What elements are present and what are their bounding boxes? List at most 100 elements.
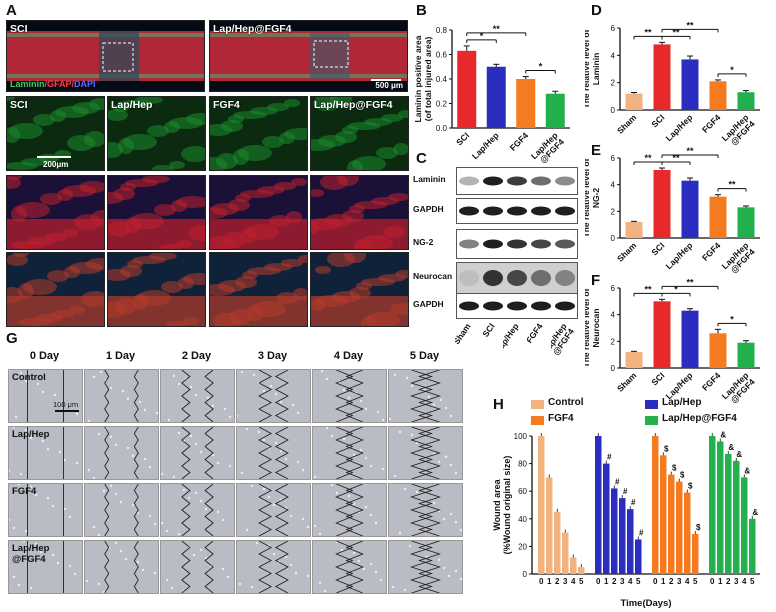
y-axis-label-line: Laminin (591, 53, 601, 86)
category-label-line: SCI (649, 370, 666, 387)
cell-dot (437, 460, 441, 464)
texture-blob (311, 189, 324, 197)
x-tick-label: 5 (579, 577, 584, 586)
scratch-image-r3-c2 (84, 483, 159, 537)
cell-dot (114, 541, 118, 545)
bar (653, 44, 671, 110)
bar (741, 477, 748, 574)
cell-dot (177, 532, 181, 536)
category-label: FGF4 (700, 112, 723, 135)
scratch-image-r2-c5 (312, 426, 387, 480)
lane-label-4: FGF4 (524, 320, 567, 360)
category-label: FGF4 (700, 240, 723, 263)
category-label: FGF4 (700, 370, 723, 393)
wound-edge (410, 427, 433, 479)
sig-mark: $ (680, 471, 685, 480)
cell-dot (17, 484, 21, 486)
blot-band (459, 301, 479, 311)
cell-dot (34, 542, 38, 546)
cell-dot (347, 494, 351, 498)
zoom-image-r3-c2 (107, 252, 206, 327)
scratch-svg (85, 541, 157, 593)
x-tick-label: 1 (547, 577, 552, 586)
cell-dot (296, 460, 300, 464)
cell-dot (109, 386, 113, 390)
cell-dot (126, 397, 130, 401)
panel-label-h: H (493, 396, 504, 413)
legend-label-4: Lap/Hep@FGF4 (662, 413, 737, 424)
sig-mark: & (744, 466, 750, 475)
x-tick-label: 4 (628, 577, 633, 586)
zoom-texture (7, 253, 104, 326)
cell-dot (29, 485, 33, 489)
scratch-svg (391, 541, 462, 593)
scratch-image-r2-c3 (160, 426, 235, 480)
row-label-line: Lap/Hep (12, 429, 50, 440)
row-label-4: Lap/Hep @FGF4 (12, 543, 49, 565)
cell-dot (114, 492, 118, 496)
bar (733, 460, 740, 574)
blot-band (483, 301, 503, 311)
category-label-line: Lap/Hep (664, 112, 695, 143)
zoom-image-r2-c1 (6, 175, 105, 250)
sig-mark: $ (696, 523, 701, 532)
lane-svg: Sham (451, 321, 473, 346)
texture-blob (267, 103, 289, 111)
category-label-line: FGF4 (700, 370, 723, 393)
y-axis-label-line: (of total injured area) (423, 37, 433, 122)
cell-dot (58, 450, 62, 454)
texture-blob (221, 120, 243, 132)
blot-svg (457, 263, 577, 293)
texture-band (108, 296, 205, 326)
cell-dot (398, 531, 402, 535)
category-label-line: SCI (649, 112, 666, 129)
chart-f: 0 2 4 6 The relative level ofNeurocan Sham SCI… (585, 277, 760, 405)
cell-dot (136, 511, 140, 515)
wound-edge (335, 484, 354, 536)
y-tick-label: 0.6 (436, 51, 448, 60)
scratch-image-r1-c5 (312, 369, 387, 423)
cell-dot (12, 575, 16, 579)
scratch-image-r4-c3 (160, 540, 235, 594)
lane-text-line: SCI (480, 321, 496, 338)
category-label-line: FGF4 (700, 112, 723, 135)
texture-blob (108, 109, 128, 121)
category-label-line: FGF4 (700, 240, 723, 263)
cell-dot (24, 428, 28, 432)
wound-edge (418, 541, 441, 593)
cell-dot (204, 556, 208, 560)
category-label-line: Lap/Hep (470, 130, 501, 161)
cell-dot (9, 518, 11, 522)
zoom-texture (311, 97, 408, 170)
cell-dot (194, 442, 198, 446)
sig-label: ** (672, 153, 680, 163)
cell-dot (9, 469, 11, 473)
texture-band (210, 296, 307, 326)
bar (681, 59, 699, 110)
cell-dot (318, 581, 322, 585)
cell-dot (167, 418, 171, 422)
lane-text: SCI (480, 321, 496, 338)
cell-dot (12, 526, 16, 530)
lane-text-line: Lap/Hep (503, 321, 521, 354)
blot-label-4: Neurocan (413, 271, 453, 281)
texture-blob (86, 258, 104, 270)
cell-dot (393, 474, 397, 478)
bar (692, 533, 699, 574)
bar (737, 342, 755, 368)
cell-dot (274, 441, 278, 445)
blot-band (555, 270, 575, 286)
blot-band (531, 301, 551, 311)
cell-dot (170, 586, 174, 590)
sig-label: ** (686, 277, 694, 287)
scale-bar-zoom (37, 156, 71, 158)
cell-dot (131, 454, 135, 458)
cell-dot (262, 389, 266, 393)
cell-dot (444, 455, 448, 459)
cell-dot (148, 465, 152, 469)
cell-dot (192, 553, 196, 557)
bar (545, 93, 565, 128)
cell-dot (313, 475, 317, 479)
wound-edge (133, 370, 139, 422)
